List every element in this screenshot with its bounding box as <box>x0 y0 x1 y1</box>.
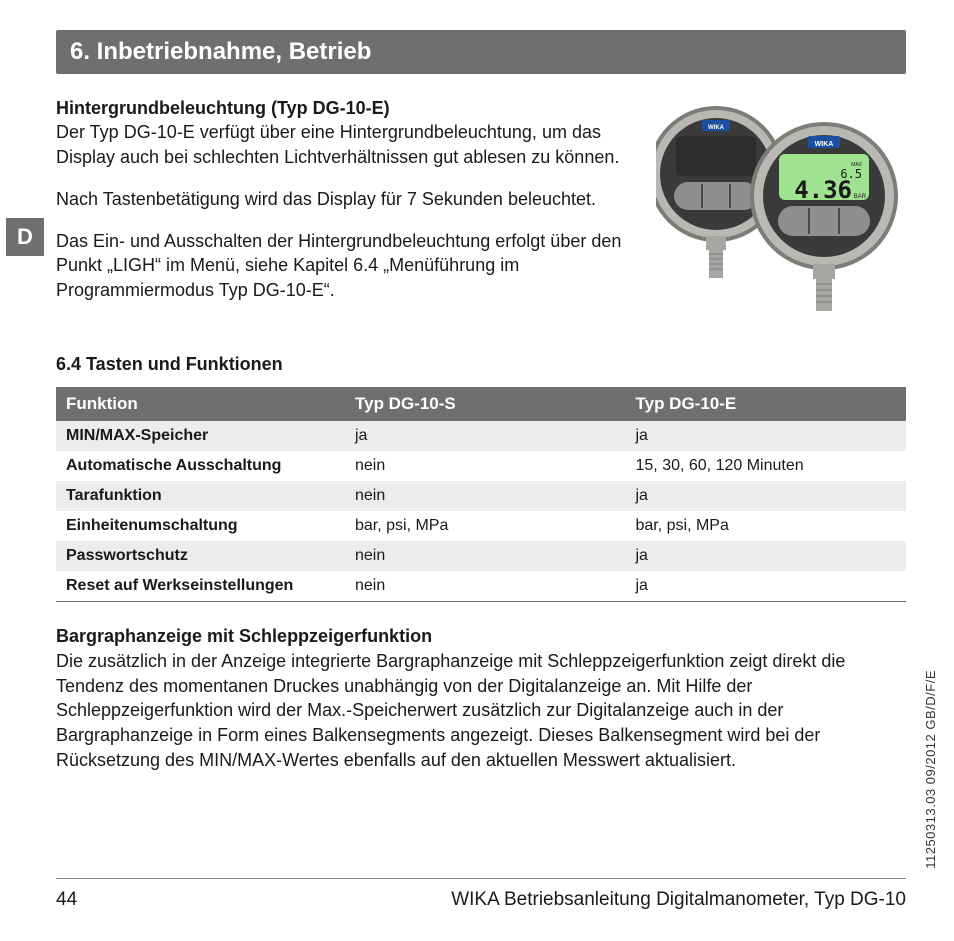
intro-text: Hintergrundbeleuchtung (Typ DG-10-E) Der… <box>56 96 640 326</box>
cell: 15, 30, 60, 120 Minuten <box>626 451 907 481</box>
table-heading: 6.4 Tasten und Funktionen <box>56 354 906 375</box>
section-header: 6. Inbetriebnahme, Betrieb <box>56 30 906 74</box>
language-tab: D <box>6 218 44 256</box>
col-header: Funktion <box>56 387 345 421</box>
col-header: Typ DG-10-S <box>345 387 626 421</box>
bargraph-heading: Bargraphanzeige mit Schleppzeigerfunktio… <box>56 624 906 649</box>
page-number: 44 <box>56 889 77 911</box>
cell: Tarafunktion <box>56 481 345 511</box>
cell: ja <box>626 481 907 511</box>
functions-table: Funktion Typ DG-10-S Typ DG-10-E MIN/MAX… <box>56 387 906 602</box>
product-image: WIKA MAX <box>656 96 906 326</box>
cell: bar, psi, MPa <box>345 511 626 541</box>
cell: nein <box>345 541 626 571</box>
table-row: Automatische Ausschaltung nein 15, 30, 6… <box>56 451 906 481</box>
cell: Einheitenumschaltung <box>56 511 345 541</box>
page-footer: 44 WIKA Betriebsanleitung Digitalmanomet… <box>56 878 906 911</box>
intro-heading: Hintergrundbeleuchtung (Typ DG-10-E) <box>56 98 390 118</box>
intro-p2: Nach Tastenbetätigung wird das Display f… <box>56 187 640 211</box>
svg-text:4.36: 4.36 <box>794 176 852 204</box>
table-section: 6.4 Tasten und Funktionen Funktion Typ D… <box>56 354 906 773</box>
cell: Passwortschutz <box>56 541 345 571</box>
cell: Reset auf Werkseinstellungen <box>56 571 345 602</box>
cell: ja <box>626 571 907 602</box>
doc-title: WIKA Betriebsanleitung Digitalmanometer,… <box>451 889 906 911</box>
cell: nein <box>345 481 626 511</box>
cell: nein <box>345 451 626 481</box>
table-row: Einheitenumschaltung bar, psi, MPa bar, … <box>56 511 906 541</box>
svg-text:WIKA: WIKA <box>708 125 725 131</box>
col-header: Typ DG-10-E <box>626 387 907 421</box>
table-row: Reset auf Werkseinstellungen nein ja <box>56 571 906 602</box>
svg-text:WIKA: WIKA <box>815 141 834 148</box>
bargraph-body: Die zusätzlich in der Anzeige integriert… <box>56 649 906 773</box>
cell: MIN/MAX-Speicher <box>56 421 345 451</box>
cell: Automatische Ausschaltung <box>56 451 345 481</box>
table-row: Tarafunktion nein ja <box>56 481 906 511</box>
bargraph-section: Bargraphanzeige mit Schleppzeigerfunktio… <box>56 624 906 773</box>
cell: nein <box>345 571 626 602</box>
intro-p1: Der Typ DG-10-E verfügt über eine Hinter… <box>56 122 619 166</box>
intro-section: Hintergrundbeleuchtung (Typ DG-10-E) Der… <box>56 96 906 326</box>
manual-page: D 6. Inbetriebnahme, Betrieb Hintergrund… <box>0 0 954 941</box>
cell: ja <box>626 421 907 451</box>
intro-p3: Das Ein- und Ausschalten der Hintergrund… <box>56 229 640 302</box>
cell: ja <box>626 541 907 571</box>
table-row: Passwortschutz nein ja <box>56 541 906 571</box>
cell: ja <box>345 421 626 451</box>
table-row: MIN/MAX-Speicher ja ja <box>56 421 906 451</box>
document-code: 11250313.03 09/2012 GB/D/F/E <box>923 670 938 869</box>
cell: bar, psi, MPa <box>626 511 907 541</box>
svg-text:BAR: BAR <box>854 194 867 200</box>
